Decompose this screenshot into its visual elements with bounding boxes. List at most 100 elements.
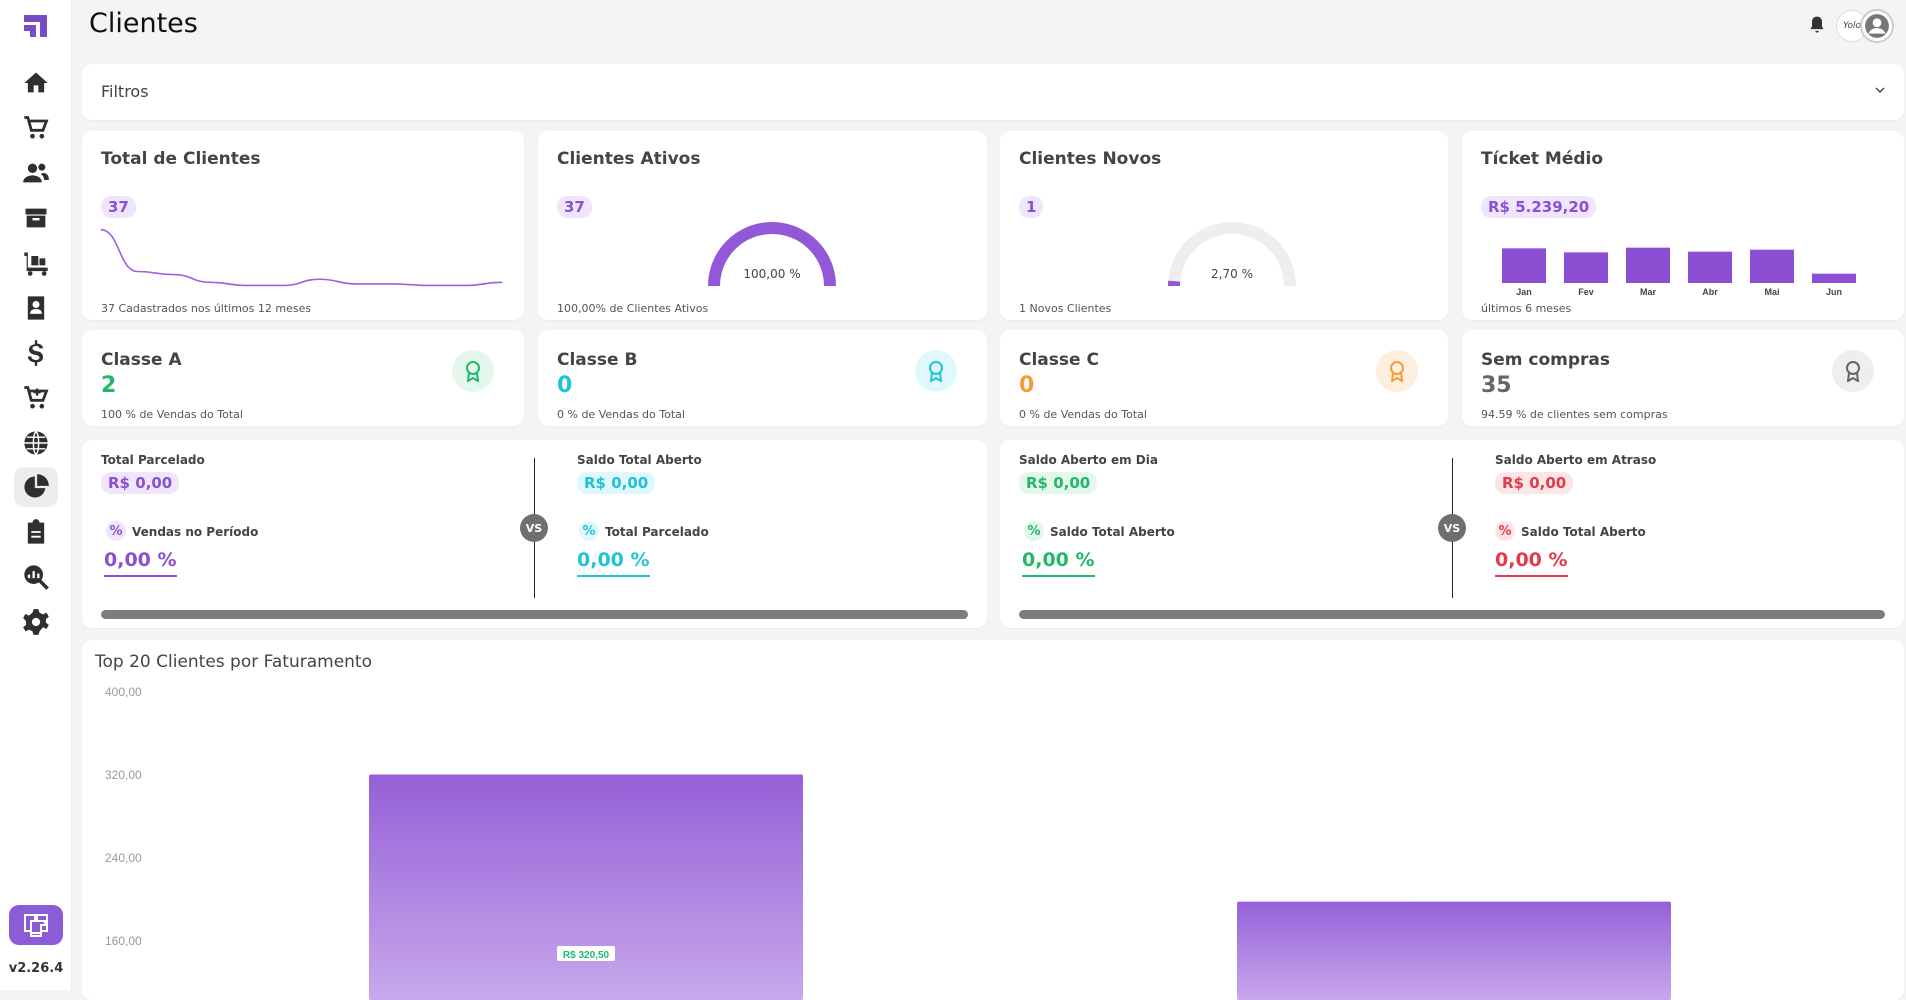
ticket-bar xyxy=(1688,252,1732,283)
nav-contatos[interactable] xyxy=(14,288,58,328)
kpi-value: R$ 5.239,20 xyxy=(1481,196,1596,218)
classe-value: 0 xyxy=(557,373,572,398)
pct-label: Saldo Total Aberto xyxy=(1050,525,1175,539)
apps-logo-icon xyxy=(22,912,50,938)
pct-value: 0,00 % xyxy=(577,549,650,577)
nav-vendas[interactable] xyxy=(14,108,58,148)
truck-icon xyxy=(22,249,50,277)
ticket-bar xyxy=(1812,274,1856,283)
classe-title: Classe B xyxy=(557,350,637,370)
ticket-month-label: Jan xyxy=(1516,287,1532,297)
contact-book-icon xyxy=(22,294,50,322)
novos-gauge xyxy=(1162,216,1302,296)
cart-icon xyxy=(22,114,50,142)
kpi-foot: últimos 6 meses xyxy=(1481,302,1571,315)
user-avatar[interactable] xyxy=(1860,9,1894,43)
fin-value: R$ 0,00 xyxy=(577,472,655,494)
ticket-month-label: Mai xyxy=(1764,287,1779,297)
kpi-title: Tícket Médio xyxy=(1481,149,1603,169)
sidebar: v2.26.4 xyxy=(0,0,72,990)
app-version: v2.26.4 xyxy=(0,961,72,976)
bell-icon[interactable] xyxy=(1807,15,1827,35)
progress-bar xyxy=(101,610,968,619)
nav-analise[interactable] xyxy=(14,557,58,597)
total-clientes-line-chart xyxy=(99,221,509,296)
pct-label: Saldo Total Aberto xyxy=(1521,525,1646,539)
top20-bar-chart: R$ 320,50 xyxy=(82,640,1904,1000)
classe-sub: 100 % de Vendas do Total xyxy=(101,408,243,421)
kpi-title: Clientes Novos xyxy=(1019,149,1161,169)
ticket-month-label: Mar xyxy=(1640,287,1657,297)
award-icon xyxy=(1387,360,1407,382)
classe-a-card: Classe A 2 100 % de Vendas do Total xyxy=(82,330,524,426)
user-icon xyxy=(1864,13,1890,39)
ticket-bar xyxy=(1750,250,1794,283)
classe-value: 35 xyxy=(1481,373,1512,398)
kpi-clientes-novos: Clientes Novos 1 2,70 % 1 Novos Clientes xyxy=(1000,131,1448,320)
classe-value: 2 xyxy=(101,373,116,398)
kpi-clientes-ativos: Clientes Ativos 37 100,00 % 100,00% de C… xyxy=(538,131,987,320)
app-logo[interactable] xyxy=(22,13,50,39)
kpi-title: Total de Clientes xyxy=(101,149,261,169)
page-title: Clientes xyxy=(89,8,198,39)
kpi-value: 37 xyxy=(557,196,592,218)
nav-entregas[interactable] xyxy=(14,243,58,283)
chevron-down-icon[interactable] xyxy=(1874,84,1886,96)
classe-title: Classe C xyxy=(1019,350,1099,370)
ticket-month-label: Jun xyxy=(1826,287,1842,297)
pct-value: 0,00 % xyxy=(1022,549,1095,577)
pct-label: Total Parcelado xyxy=(605,525,709,539)
fin-label: Saldo Total Aberto xyxy=(577,453,702,467)
gear-icon xyxy=(22,608,50,636)
fin-label: Total Parcelado xyxy=(101,453,205,467)
percent-icon: % xyxy=(1495,521,1515,541)
filters-panel[interactable]: Filtros xyxy=(82,64,1904,120)
line-point xyxy=(319,279,320,280)
apps-button[interactable] xyxy=(9,905,63,945)
nav-clientes[interactable] xyxy=(14,153,58,193)
nav-produtos[interactable] xyxy=(14,198,58,238)
nav-home[interactable] xyxy=(14,63,58,103)
fin-value: R$ 0,00 xyxy=(101,472,179,494)
dollar-icon xyxy=(22,339,50,367)
classe-title: Classe A xyxy=(101,350,182,370)
top20-bar xyxy=(1237,902,1671,1000)
pct-value: 0,00 % xyxy=(1495,549,1568,577)
award-badge xyxy=(452,350,494,392)
nav-tarefas[interactable] xyxy=(14,512,58,552)
award-badge xyxy=(915,350,957,392)
kpi-foot: 100,00% de Clientes Ativos xyxy=(557,302,708,315)
award-icon xyxy=(1843,360,1863,382)
percent-icon: % xyxy=(1024,521,1044,541)
gauge-label: 100,00 % xyxy=(702,267,842,281)
nav-financeiro[interactable] xyxy=(14,333,58,373)
line-point xyxy=(137,271,138,272)
line-point xyxy=(101,229,102,230)
data-label: R$ 320,50 xyxy=(563,950,610,961)
classe-sub: 0 % de Vendas do Total xyxy=(557,408,685,421)
percent-icon: % xyxy=(579,521,599,541)
award-icon xyxy=(926,360,946,382)
line-point xyxy=(465,285,466,286)
nav-relatorios[interactable] xyxy=(14,467,58,507)
gauge-label: 2,70 % xyxy=(1162,267,1302,281)
percent-icon: % xyxy=(106,521,126,541)
kpi-title: Clientes Ativos xyxy=(557,149,700,169)
kpi-value: 1 xyxy=(1019,196,1043,218)
ticket-month-label: Abr xyxy=(1702,287,1718,297)
vs-badge: VS xyxy=(520,514,548,542)
clipboard-icon xyxy=(22,518,50,546)
award-badge xyxy=(1832,350,1874,392)
fin-value: R$ 0,00 xyxy=(1495,472,1573,494)
analytics-search-icon xyxy=(22,563,50,591)
kpi-foot: 37 Cadastrados nos últimos 12 meses xyxy=(101,302,311,315)
ativos-gauge xyxy=(702,216,842,296)
line-point xyxy=(283,285,284,286)
nav-nova-venda[interactable] xyxy=(14,378,58,418)
line-point xyxy=(502,282,503,283)
nav-configuracoes[interactable] xyxy=(14,602,58,642)
nav-web[interactable] xyxy=(14,423,58,463)
pct-label: Vendas no Período xyxy=(132,525,258,539)
line-point xyxy=(210,282,211,283)
